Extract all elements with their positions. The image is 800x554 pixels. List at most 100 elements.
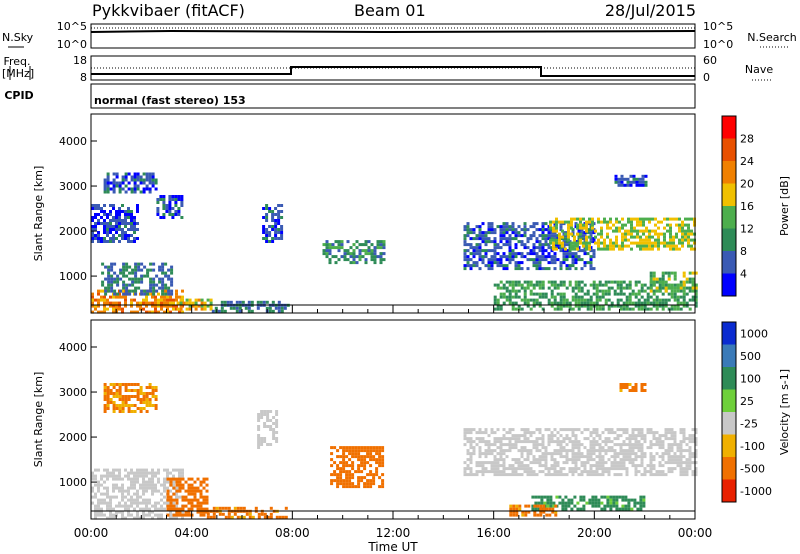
power-echo-cell <box>601 292 605 296</box>
power-echo-cell <box>597 238 600 242</box>
power-echo-cell <box>180 216 184 219</box>
velocity-echo-cell <box>339 467 343 471</box>
power-echo-cell <box>661 301 665 305</box>
velocity-echo-cell <box>181 504 185 508</box>
velocity-echo-cell <box>348 476 352 480</box>
power-echo-cell <box>570 217 573 221</box>
power-echo-cell <box>158 268 162 272</box>
power-echo-cell <box>574 292 578 296</box>
velocity-echo-cell <box>381 461 385 465</box>
velocity-echo-cell <box>248 512 252 516</box>
velocity-echo-cell <box>118 392 122 395</box>
power-echo-cell <box>121 295 124 299</box>
velocity-echo-cell <box>142 486 145 490</box>
power-echo-cell <box>694 292 698 296</box>
power-echo-cell <box>179 298 183 302</box>
velocity-echo-cell <box>166 489 170 493</box>
power-echo-cell <box>664 271 668 275</box>
power-echo-cell <box>125 292 129 296</box>
velocity-echo-cell <box>490 461 494 465</box>
power-echo-cell <box>136 172 140 176</box>
power-echo-cell <box>478 237 482 241</box>
power-echo-cell <box>133 190 137 194</box>
velocity-echo-cell <box>640 437 644 441</box>
velocity-echo-cell <box>166 492 170 496</box>
power-echo-cell <box>517 304 521 308</box>
velocity-echo-cell <box>667 428 671 432</box>
power-echo-cell <box>107 271 111 275</box>
power-echo-cell <box>532 243 536 247</box>
power-echo-cell <box>496 252 500 256</box>
power-echo-cell <box>555 223 558 227</box>
velocity-echo-cell <box>91 477 94 481</box>
power-echo-cell <box>328 246 332 250</box>
power-echo-cell <box>130 216 133 219</box>
velocity-echo-cell <box>619 386 623 389</box>
power-echo-cell <box>511 222 515 226</box>
power-echo-cell <box>645 241 648 245</box>
velocity-echo-cell <box>685 443 689 447</box>
power-echo-cell <box>140 292 144 296</box>
power-echo-cell <box>113 292 117 296</box>
velocity-echo-cell <box>375 467 379 471</box>
velocity-echo-cell <box>336 467 340 471</box>
power-echo-cell <box>535 258 539 262</box>
velocity-echo-cell <box>330 446 334 450</box>
power-echo-cell <box>649 274 653 278</box>
velocity-echo-cell <box>190 483 194 487</box>
power-echo-cell <box>159 198 163 201</box>
velocity-echo-cell <box>100 477 103 481</box>
velocity-echo-cell <box>571 452 575 456</box>
power-echo-cell <box>538 304 542 308</box>
power-echo-cell <box>334 240 338 244</box>
velocity-echo-cell <box>342 458 346 462</box>
velocity-echo-cell <box>115 510 118 514</box>
power-echo-cell <box>541 249 545 253</box>
power-echo-cell <box>94 234 97 237</box>
power-echo-cell <box>632 174 636 178</box>
velocity-echo-cell <box>628 434 632 438</box>
velocity-echo-cell <box>694 473 698 477</box>
velocity-echo-cell <box>157 468 160 472</box>
power-echo-cell <box>532 225 536 229</box>
power-echo-cell <box>136 222 139 225</box>
velocity-echo-cell <box>676 443 680 447</box>
velocity-echo-cell <box>100 501 103 505</box>
power-echo-cell <box>115 213 118 216</box>
velocity-echo-cell <box>493 470 497 474</box>
velocity-echo-cell <box>121 492 124 496</box>
velocity-echo-cell <box>694 467 698 471</box>
velocity-echo-cell <box>97 486 100 490</box>
power-echo-cell <box>541 231 545 235</box>
power-echo-cell <box>598 295 602 299</box>
power-echo-cell <box>589 258 593 262</box>
velocity-echo-cell <box>366 485 370 489</box>
velocity-echo-cell <box>484 452 488 456</box>
power-echo-cell <box>134 271 138 275</box>
velocity-echo-cell <box>375 461 379 465</box>
power-echo-cell <box>505 289 509 293</box>
power-echo-cell <box>160 307 163 311</box>
power-echo-cell <box>676 295 680 299</box>
velocity-echo-cell <box>357 482 361 486</box>
power-echo-cell <box>657 226 660 230</box>
power-echo-cell <box>177 198 181 201</box>
power-echo-cell <box>642 238 645 242</box>
power-echo-cell <box>621 217 624 221</box>
velocity-echo-cell <box>381 473 385 477</box>
power-echo-cell <box>355 240 359 244</box>
velocity-echo-cell <box>673 455 677 459</box>
power-echo-cell <box>675 235 678 239</box>
power-echo-cell <box>493 258 497 262</box>
velocity-echo-cell <box>661 446 665 450</box>
velocity-echo-cell <box>142 477 145 481</box>
power-echo-cell <box>124 222 127 225</box>
velocity-echo-cell <box>94 504 97 508</box>
velocity-echo-cell <box>604 461 608 465</box>
power-echo-cell <box>145 298 148 302</box>
velocity-echo-cell <box>112 468 115 472</box>
power-echo-cell <box>142 307 145 311</box>
velocity-echo-cell <box>535 449 539 453</box>
power-echo-cell <box>523 234 527 238</box>
velocity-echo-cell <box>676 455 680 459</box>
